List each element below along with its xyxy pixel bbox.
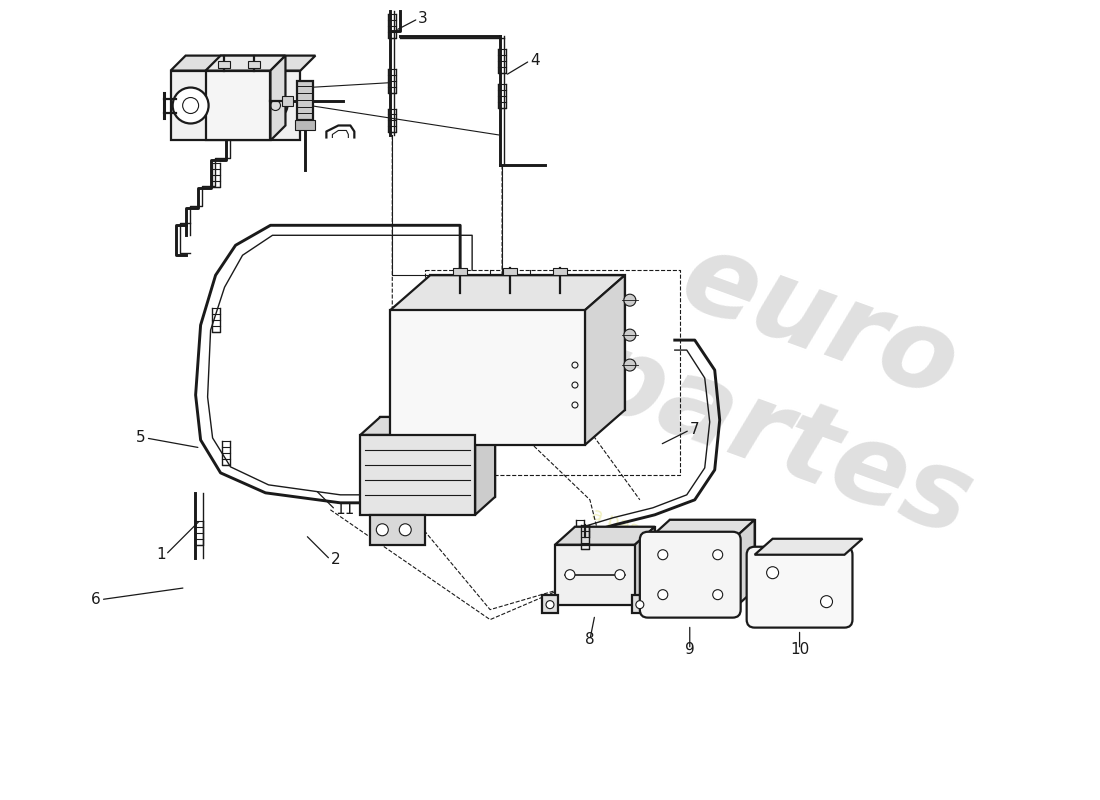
Text: a passion for parts since 1985: a passion for parts since 1985 bbox=[588, 505, 851, 615]
Circle shape bbox=[624, 294, 636, 306]
Circle shape bbox=[658, 590, 668, 600]
Polygon shape bbox=[553, 268, 566, 274]
Circle shape bbox=[658, 550, 668, 560]
Polygon shape bbox=[755, 538, 862, 554]
Circle shape bbox=[713, 550, 723, 560]
Polygon shape bbox=[381, 417, 495, 497]
Circle shape bbox=[624, 329, 636, 341]
Polygon shape bbox=[390, 275, 625, 310]
Polygon shape bbox=[585, 275, 625, 445]
Text: 2: 2 bbox=[330, 552, 340, 567]
Circle shape bbox=[173, 87, 209, 123]
Polygon shape bbox=[733, 520, 755, 610]
FancyBboxPatch shape bbox=[640, 532, 740, 618]
Text: 9: 9 bbox=[685, 642, 694, 657]
Circle shape bbox=[399, 524, 411, 536]
Polygon shape bbox=[296, 121, 316, 130]
Circle shape bbox=[713, 590, 723, 600]
Text: euro
partes: euro partes bbox=[570, 202, 1028, 558]
Circle shape bbox=[636, 601, 644, 609]
Circle shape bbox=[615, 570, 625, 580]
Circle shape bbox=[264, 94, 287, 118]
Polygon shape bbox=[648, 520, 755, 540]
Text: 10: 10 bbox=[790, 642, 810, 657]
Polygon shape bbox=[542, 594, 558, 613]
Polygon shape bbox=[670, 520, 755, 590]
Polygon shape bbox=[206, 55, 286, 70]
Circle shape bbox=[767, 566, 779, 578]
Polygon shape bbox=[575, 526, 654, 586]
Text: 1: 1 bbox=[156, 547, 166, 562]
Text: 5: 5 bbox=[136, 430, 145, 446]
Polygon shape bbox=[271, 55, 286, 141]
Text: 7: 7 bbox=[690, 422, 700, 438]
Polygon shape bbox=[248, 61, 260, 67]
Polygon shape bbox=[631, 594, 648, 613]
Polygon shape bbox=[556, 526, 654, 545]
Polygon shape bbox=[430, 275, 625, 410]
Circle shape bbox=[376, 524, 388, 536]
Circle shape bbox=[624, 359, 636, 371]
Text: 8: 8 bbox=[585, 632, 595, 647]
Polygon shape bbox=[503, 268, 517, 274]
Polygon shape bbox=[170, 55, 316, 70]
Polygon shape bbox=[218, 61, 230, 67]
Polygon shape bbox=[206, 70, 271, 141]
Circle shape bbox=[178, 94, 202, 118]
Polygon shape bbox=[556, 545, 635, 605]
Polygon shape bbox=[635, 526, 654, 605]
Polygon shape bbox=[371, 515, 426, 545]
Text: 11: 11 bbox=[336, 502, 354, 518]
Polygon shape bbox=[453, 268, 468, 274]
Text: 6: 6 bbox=[91, 592, 101, 607]
Circle shape bbox=[565, 570, 575, 580]
Text: 4: 4 bbox=[530, 53, 540, 68]
FancyBboxPatch shape bbox=[747, 546, 852, 628]
Polygon shape bbox=[390, 310, 585, 445]
Polygon shape bbox=[475, 417, 495, 515]
Polygon shape bbox=[361, 435, 475, 515]
Polygon shape bbox=[283, 95, 294, 106]
Polygon shape bbox=[297, 81, 313, 121]
Circle shape bbox=[821, 596, 833, 608]
Circle shape bbox=[546, 601, 554, 609]
Polygon shape bbox=[170, 70, 300, 141]
Polygon shape bbox=[361, 417, 495, 435]
Text: 3: 3 bbox=[418, 11, 428, 26]
